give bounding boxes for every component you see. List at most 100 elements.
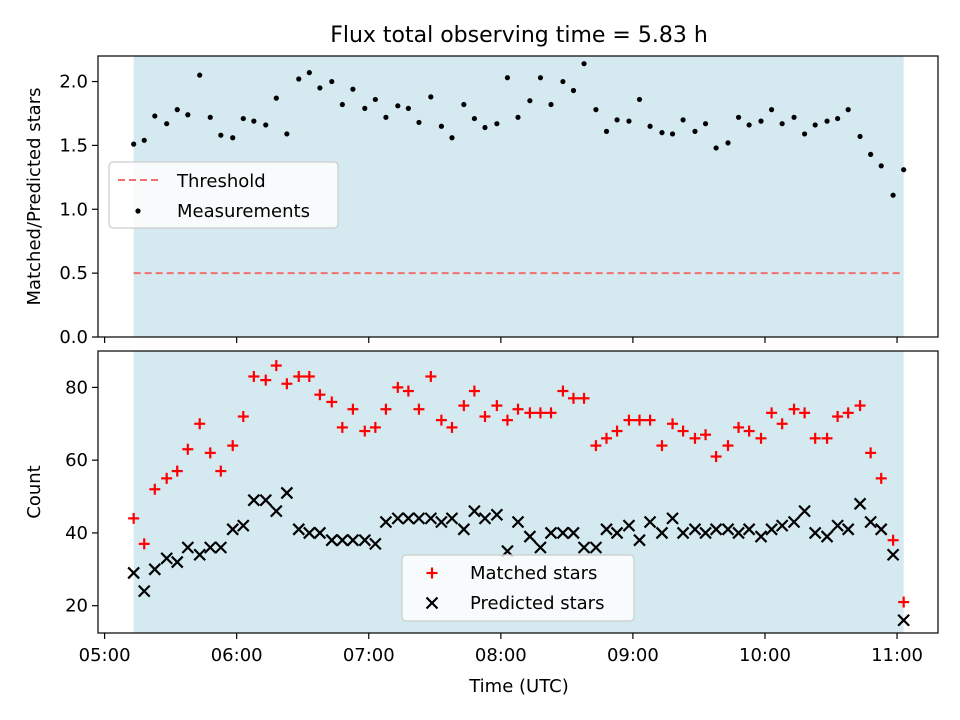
y-tick-label: 20 (65, 596, 88, 617)
matched-star-marker (710, 451, 722, 463)
predicted-star-marker (567, 526, 580, 540)
matched-star-marker (842, 407, 854, 419)
predicted-star-marker (346, 533, 360, 547)
matched-star-marker (677, 425, 689, 437)
matched-star-marker (600, 432, 612, 444)
matched-star-marker (227, 440, 239, 452)
legend-matched-label: Matched stars (470, 563, 597, 584)
predicted-star-marker (688, 523, 702, 536)
measurement-point (240, 115, 246, 122)
y-tick-label: 0.5 (59, 263, 88, 284)
matched-star-marker (755, 432, 767, 444)
matched-star-marker (182, 443, 194, 455)
matched-star-marker (161, 472, 173, 484)
predicted-star-marker (765, 523, 778, 536)
matched-star-marker (545, 407, 557, 419)
predicted-star-marker (633, 533, 646, 547)
measurement-point (273, 95, 279, 101)
predicted-star-marker (511, 515, 525, 529)
matched-star-marker (854, 400, 866, 412)
matched-star-marker (898, 596, 910, 608)
matched-star-marker (623, 414, 635, 426)
legend-predicted-swatch (425, 596, 439, 610)
predicted-star-marker (841, 523, 855, 536)
predicted-star-marker (622, 519, 636, 532)
x-tick-label: 08:00 (475, 645, 527, 666)
predicted-star-marker (325, 533, 339, 547)
matched-star-marker (369, 421, 381, 433)
matched-star-marker (413, 403, 425, 415)
matched-star-marker (260, 374, 272, 386)
measurement-point (593, 107, 599, 113)
matched-star-marker (578, 392, 590, 404)
measurement-point (768, 107, 775, 113)
measurement-point (669, 131, 676, 137)
predicted-star-marker (137, 584, 151, 598)
predicted-star-marker (391, 512, 405, 525)
predicted-star-marker (490, 508, 504, 522)
matched-star-marker (832, 410, 844, 422)
matched-star-marker (788, 403, 800, 415)
x-marker-swatch (425, 596, 439, 610)
matched-star-marker (314, 389, 326, 401)
measurement-point (185, 112, 191, 118)
measurement-point (791, 114, 797, 120)
measurement-point (405, 105, 411, 111)
predicted-star-marker (831, 519, 844, 532)
x-tick-label: 10:00 (739, 645, 791, 666)
matched-star-markers (128, 360, 910, 608)
matched-star-marker (567, 392, 579, 404)
matched-star-marker (501, 414, 513, 426)
predicted-star-marker (886, 548, 900, 562)
y-axis-label: Matched/Predicted stars (24, 88, 45, 306)
measurement-point (383, 114, 389, 120)
measurement-point (835, 115, 841, 122)
measurement-point (647, 123, 653, 129)
x-axis-ticks (104, 337, 898, 343)
matched-star-marker (435, 414, 447, 426)
measurement-point (482, 124, 488, 131)
legend-matched-swatch (426, 567, 438, 579)
y-tick-label: 2.0 (59, 72, 88, 93)
predicted-star-marker (721, 523, 735, 536)
predicted-star-marker (808, 526, 822, 540)
y-axis-label: Count (24, 465, 45, 518)
measurement-point (560, 78, 566, 85)
matched-star-marker (491, 400, 503, 412)
measurement-point (868, 151, 874, 157)
measurement-point (471, 115, 478, 122)
measurement-point (746, 122, 752, 128)
legend-predicted-label: Predicted stars (470, 593, 604, 614)
measurement-point (890, 192, 896, 198)
measurement-point (901, 167, 907, 173)
matched-star-marker (776, 418, 788, 430)
y-axis-ticks: 20 40 60 80 (65, 377, 98, 617)
matched-star-marker (138, 538, 150, 550)
predicted-star-marker (181, 541, 195, 554)
measurement-point (570, 87, 577, 94)
measurement-point (812, 122, 818, 128)
predicted-star-marker (798, 504, 811, 518)
legend-box (108, 161, 339, 229)
matched-star-marker (722, 440, 734, 452)
matched-star-marker (293, 370, 305, 382)
matched-star-marker (743, 425, 755, 437)
measurement-point (263, 122, 269, 128)
measurement-point (878, 163, 884, 169)
measurement-point (317, 85, 323, 91)
measurement-point (284, 131, 290, 137)
legend: Threshold Measurements (108, 161, 339, 229)
predicted-star-marker (699, 526, 712, 540)
predicted-star-marker (556, 526, 570, 540)
axes-frame (97, 350, 939, 634)
matched-star-marker (656, 440, 668, 452)
matched-star-marker (590, 440, 602, 452)
measurement-points (131, 61, 907, 198)
predicted-star-marker (610, 526, 624, 540)
measurement-point (428, 94, 434, 100)
matched-star-marker (557, 385, 569, 397)
ratio-panel: 0.00.51.01.52.0 Matched/Predicted stars … (24, 55, 939, 348)
measurement-point (350, 86, 356, 92)
predicted-star-marker (709, 523, 723, 536)
